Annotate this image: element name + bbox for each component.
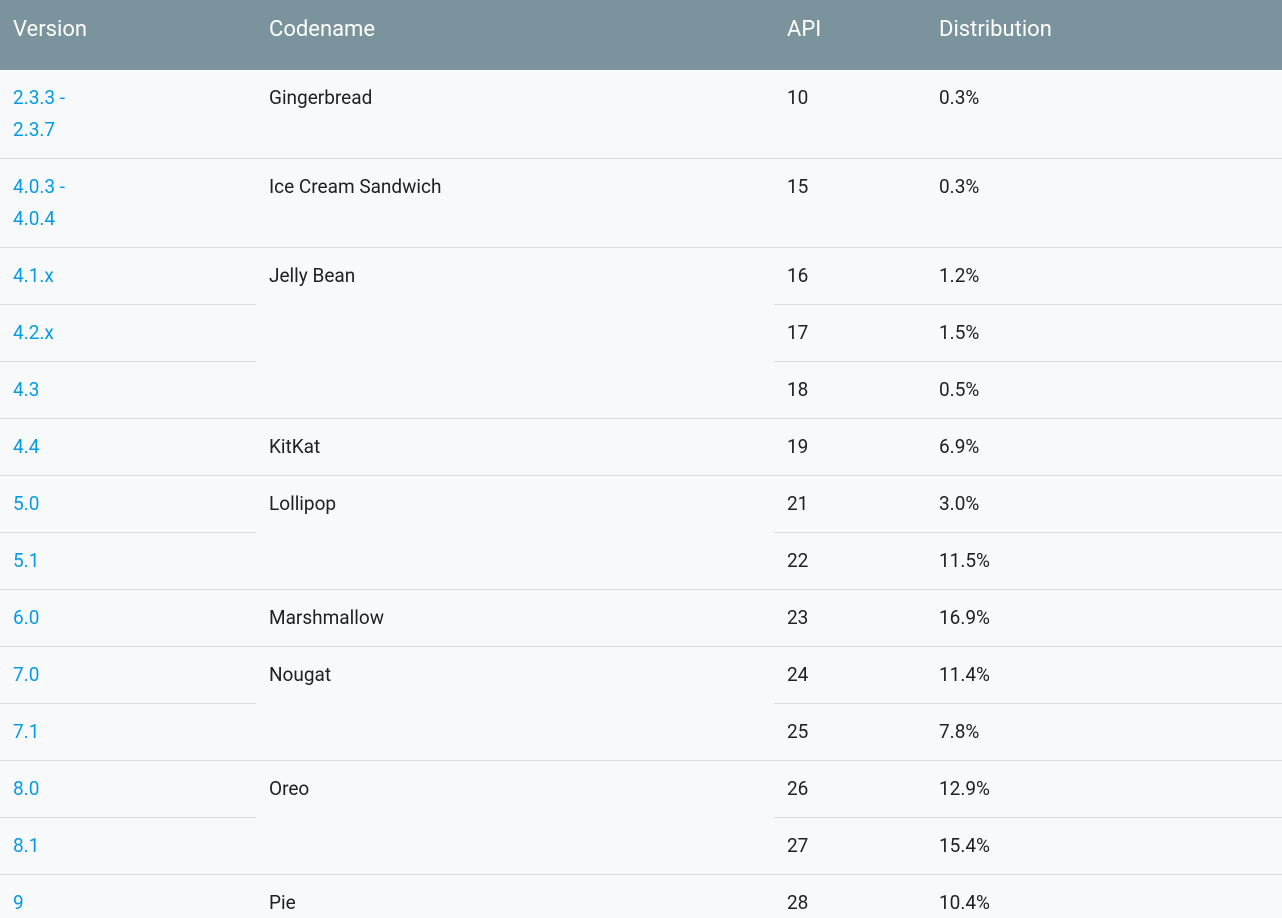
version-cell: 5.0 <box>0 475 256 533</box>
api-cell: 10 <box>774 70 926 159</box>
distribution-cell: 12.9% <box>926 760 1282 818</box>
codename-cell: Nougat <box>256 646 774 761</box>
api-cell: 22 <box>774 532 926 590</box>
api-cell: 16 <box>774 247 926 305</box>
api-cell: 23 <box>774 589 926 647</box>
api-cell: 28 <box>774 874 926 918</box>
distribution-cell: 0.3% <box>926 158 1282 248</box>
header-row: Version Codename API Distribution <box>0 0 1282 70</box>
distribution-cell: 10.4% <box>926 874 1282 918</box>
table-row: 2.3.3 - 2.3.7 Gingerbread 10 0.3% <box>0 70 1282 159</box>
table-row: 7.0 Nougat 24 11.4% <box>0 646 1282 761</box>
table-body: 2.3.3 - 2.3.7 Gingerbread 10 0.3% 4.0.3 - 4.… <box>0 70 1282 918</box>
codename-cell: KitKat <box>256 418 774 476</box>
distribution-cell: 7.8% <box>926 703 1282 761</box>
version-link[interactable]: 9 <box>13 891 24 914</box>
version-link[interactable]: 7.0 <box>13 663 40 686</box>
version-link[interactable]: 4.4 <box>13 435 40 458</box>
table-row: 4.0.3 - 4.0.4 Ice Cream Sandwich 15 0.3% <box>0 158 1282 248</box>
codename-cell: Ice Cream Sandwich <box>256 158 774 248</box>
column-header: Codename <box>256 0 774 70</box>
version-cell: 4.2.x <box>0 304 256 362</box>
api-cell: 17 <box>774 304 926 362</box>
distribution-cell: 1.5% <box>926 304 1282 362</box>
table-row: 6.0 Marshmallow 23 16.9% <box>0 589 1282 647</box>
codename-cell: Pie <box>256 874 774 918</box>
version-link[interactable]: 4.0.3 - 4.0.4 <box>13 175 66 230</box>
api-cell: 25 <box>774 703 926 761</box>
distribution-cell: 0.3% <box>926 70 1282 159</box>
version-cell: 4.1.x <box>0 247 256 305</box>
codename-cell: Lollipop <box>256 475 774 590</box>
version-cell: 6.0 <box>0 589 256 647</box>
distribution-cell: 11.4% <box>926 646 1282 704</box>
distribution-cell: 16.9% <box>926 589 1282 647</box>
version-link[interactable]: 4.3 <box>13 378 40 401</box>
table-row: 8.1 27 15.4% <box>0 817 1282 875</box>
table-row: 4.3 18 0.5% <box>0 361 1282 419</box>
api-cell: 15 <box>774 158 926 248</box>
table-row: 5.1 22 11.5% <box>0 532 1282 590</box>
version-link[interactable]: 4.2.x <box>13 321 54 344</box>
table-row: 9 Pie 28 10.4% <box>0 874 1282 918</box>
table-row: 5.0 Lollipop 21 3.0% <box>0 475 1282 590</box>
distribution-cell: 1.2% <box>926 247 1282 305</box>
version-link[interactable]: 5.1 <box>13 549 40 572</box>
codename-cell: Marshmallow <box>256 589 774 647</box>
table-row: 8.0 Oreo 26 12.9% <box>0 760 1282 875</box>
version-cell: 7.1 <box>0 703 256 761</box>
version-link[interactable]: 6.0 <box>13 606 40 629</box>
version-cell: 4.0.3 - 4.0.4 <box>0 158 256 248</box>
table-header: Version Codename API Distribution <box>0 0 1282 70</box>
table-row: 4.4 KitKat 19 6.9% <box>0 418 1282 476</box>
table-row: 4.1.x Jelly Bean 16 1.2% <box>0 247 1282 419</box>
distribution-cell: 0.5% <box>926 361 1282 419</box>
version-link[interactable]: 5.0 <box>13 492 40 515</box>
version-link[interactable]: 8.0 <box>13 777 40 800</box>
version-cell: 9 <box>0 874 256 918</box>
version-cell: 8.1 <box>0 817 256 875</box>
version-cell: 7.0 <box>0 646 256 704</box>
distribution-cell: 11.5% <box>926 532 1282 590</box>
distribution-cell: 3.0% <box>926 475 1282 533</box>
version-cell: 4.4 <box>0 418 256 476</box>
column-header: Version <box>0 0 256 70</box>
version-cell: 2.3.3 - 2.3.7 <box>0 70 256 159</box>
api-cell: 27 <box>774 817 926 875</box>
api-cell: 24 <box>774 646 926 704</box>
version-link[interactable]: 8.1 <box>13 834 40 857</box>
codename-cell: Gingerbread <box>256 70 774 159</box>
codename-cell: Oreo <box>256 760 774 875</box>
api-cell: 19 <box>774 418 926 476</box>
table-row: 4.2.x 17 1.5% <box>0 304 1282 362</box>
api-cell: 21 <box>774 475 926 533</box>
column-header: API <box>774 0 926 70</box>
api-cell: 26 <box>774 760 926 818</box>
version-link[interactable]: 4.1.x <box>13 264 54 287</box>
version-link[interactable]: 7.1 <box>13 720 40 743</box>
version-cell: 4.3 <box>0 361 256 419</box>
distribution-cell: 15.4% <box>926 817 1282 875</box>
codename-cell: Jelly Bean <box>256 247 774 419</box>
column-header: Distribution <box>926 0 1282 70</box>
version-link[interactable]: 2.3.3 - 2.3.7 <box>13 86 66 141</box>
table-row: 7.1 25 7.8% <box>0 703 1282 761</box>
distribution-cell: 6.9% <box>926 418 1282 476</box>
api-cell: 18 <box>774 361 926 419</box>
version-cell: 8.0 <box>0 760 256 818</box>
version-cell: 5.1 <box>0 532 256 590</box>
